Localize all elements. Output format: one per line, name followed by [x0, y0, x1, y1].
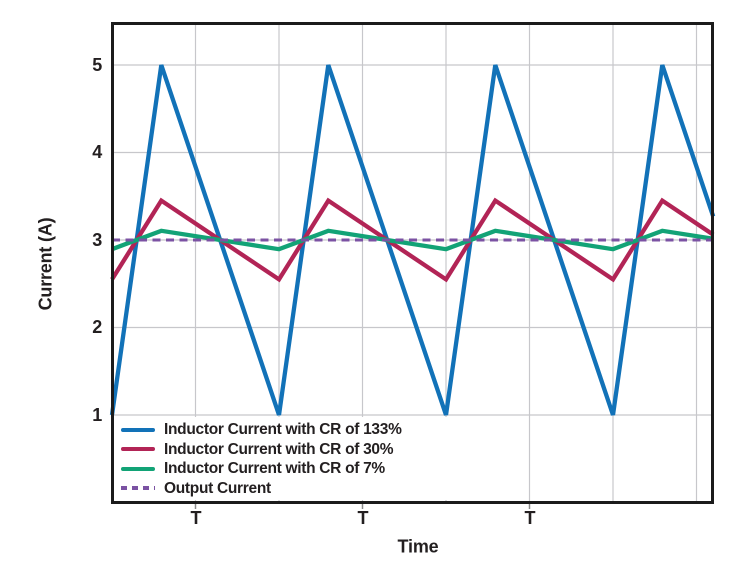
legend-line-swatch-3: [121, 486, 155, 491]
plot-border: [111, 22, 714, 504]
legend-line-swatch-0: [121, 427, 155, 432]
x-tick-label-T3: T: [524, 508, 536, 528]
legend-item-label: Inductor Current with CR of 7%: [164, 460, 385, 478]
legend-line-swatch-2: [121, 466, 155, 471]
series-line: [109, 64, 716, 416]
y-tick-label-5: 5: [92, 55, 102, 75]
legend-line-swatch-1: [121, 447, 155, 452]
y-tick-label-3: 3: [92, 230, 102, 250]
legend-item-label: Output Current: [164, 479, 271, 497]
y-tick-label-1: 1: [92, 405, 102, 425]
legend-item: Output Current: [121, 479, 469, 499]
series-line: [111, 228, 714, 252]
x-axis-title: Time: [397, 536, 439, 557]
y-axis-title: Current (A): [35, 217, 56, 311]
legend-item: Inductor Current with CR of 30%: [121, 440, 469, 460]
legend-item: Inductor Current with CR of 133%: [121, 420, 469, 440]
x-tick-label-T1: T: [190, 508, 202, 528]
legend-item-label: Inductor Current with CR of 133%: [164, 421, 402, 439]
y-tick-label-2: 2: [92, 317, 102, 337]
x-tick-label-T2: T: [357, 508, 369, 528]
chart-legend: Inductor Current with CR of 133% Inducto…: [115, 417, 469, 500]
legend-item: Inductor Current with CR of 7%: [121, 459, 469, 479]
series-line: [110, 197, 715, 283]
legend-item-label: Inductor Current with CR of 30%: [164, 440, 394, 458]
y-tick-label-4: 4: [92, 142, 102, 162]
